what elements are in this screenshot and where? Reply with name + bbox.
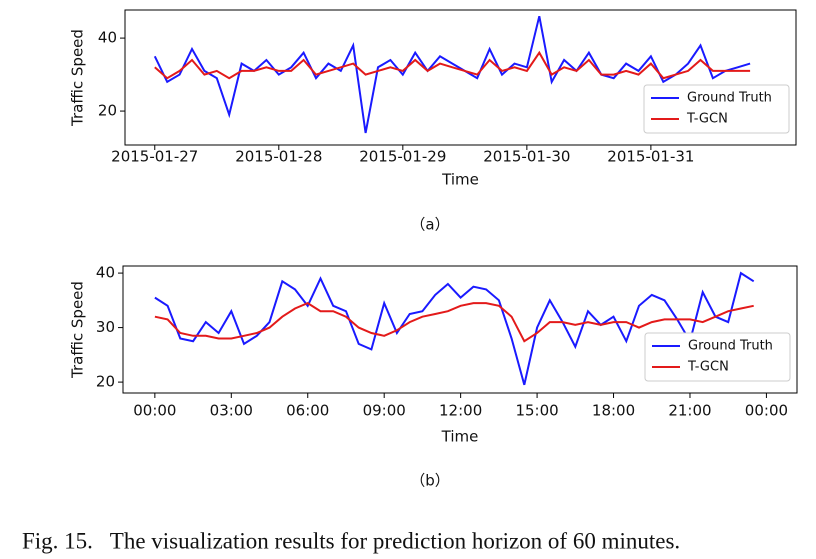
legend-label: Ground Truth <box>687 91 772 106</box>
x-tick-label: 12:00 <box>439 402 482 420</box>
figure-caption: Fig. 15. The visualization results for p… <box>22 528 680 553</box>
legend-box <box>643 84 790 134</box>
plot-frame <box>124 9 797 146</box>
legend-label: T-GCN <box>686 112 728 127</box>
x-tick-label: 2015-01-31 <box>607 148 694 166</box>
x-tick-label: 2015-01-29 <box>359 148 446 166</box>
y-tick-label: 20 <box>98 102 117 120</box>
legend-label: Ground Truth <box>688 339 773 354</box>
y-axis-label: Traffic Speed <box>69 29 87 127</box>
x-tick-label: 15:00 <box>515 402 558 420</box>
subfigure-caption: （b） <box>410 472 450 490</box>
data-line <box>154 271 755 386</box>
x-tick-label: 03:00 <box>210 402 253 420</box>
y-tick-label: 40 <box>96 264 115 282</box>
plot-frame <box>122 265 798 394</box>
legend-box <box>644 332 791 382</box>
x-tick-label: 2015-01-28 <box>235 148 322 166</box>
x-tick-label: 09:00 <box>363 402 406 420</box>
x-axis-label: Time <box>441 171 479 189</box>
chart: 20 40 2015-01-27 2015-01-28 2015-01-29 2015-0… <box>69 9 797 234</box>
data-line <box>154 301 754 343</box>
x-tick-label: 21:00 <box>668 402 711 420</box>
x-tick-label: 18:00 <box>592 402 635 420</box>
x-tick-label: 2015-01-27 <box>111 148 198 166</box>
y-axis-label: Traffic Speed <box>69 281 87 379</box>
subfigure-caption: （a） <box>410 216 449 234</box>
chart: 20 30 40 00:00 03:00 06:00 09:00 12:00 15:00 18:0… <box>69 264 798 490</box>
x-tick-label: 2015-01-30 <box>483 148 570 166</box>
y-tick-label: 40 <box>98 29 117 47</box>
x-tick-label: 00:00 <box>133 402 176 420</box>
legend-label: T-GCN <box>687 360 729 375</box>
x-axis-label: Time <box>441 428 479 446</box>
y-tick-label: 20 <box>96 373 115 391</box>
data-line <box>154 50 751 80</box>
y-tick-label: 30 <box>96 318 115 336</box>
x-tick-label: 06:00 <box>286 402 329 420</box>
x-tick-label: 00:00 <box>745 402 788 420</box>
